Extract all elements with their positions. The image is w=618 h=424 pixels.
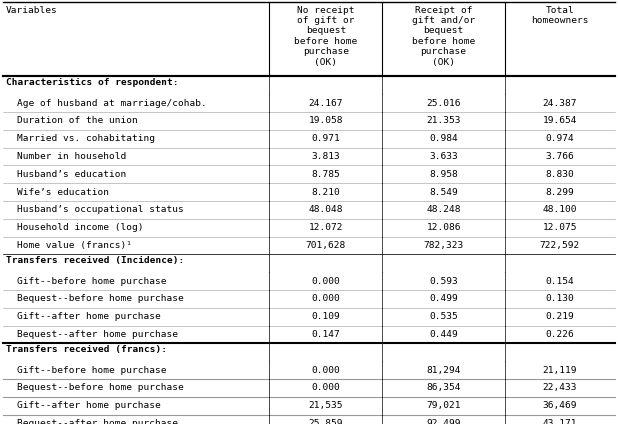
Text: Characteristics of respondent:: Characteristics of respondent: [6,78,178,87]
Text: 0.000: 0.000 [311,276,340,286]
Text: 81,294: 81,294 [426,365,461,375]
Text: 48.248: 48.248 [426,205,461,215]
Text: 0.154: 0.154 [546,276,574,286]
Text: 0.535: 0.535 [430,312,458,321]
Text: 782,323: 782,323 [423,241,464,250]
Text: 0.984: 0.984 [430,134,458,143]
Text: Bequest--before home purchase: Bequest--before home purchase [17,383,184,393]
Text: 0.147: 0.147 [311,330,340,339]
Text: Gift--after home purchase: Gift--after home purchase [17,312,161,321]
Text: 8.210: 8.210 [311,187,340,197]
Text: 0.971: 0.971 [311,134,340,143]
Text: 8.549: 8.549 [430,187,458,197]
Text: 0.499: 0.499 [430,294,458,304]
Text: Receipt of
gift and/or
bequest
before home
purchase
(OK): Receipt of gift and/or bequest before ho… [412,6,475,67]
Text: Gift--before home purchase: Gift--before home purchase [17,365,166,375]
Text: Number in household: Number in household [17,152,126,161]
Text: Duration of the union: Duration of the union [17,116,137,126]
Text: 79,021: 79,021 [426,401,461,410]
Text: 3.766: 3.766 [546,152,574,161]
Text: Bequest--after home purchase: Bequest--after home purchase [17,330,178,339]
Text: Husband’s education: Husband’s education [17,170,126,179]
Text: 12.086: 12.086 [426,223,461,232]
Text: 8.830: 8.830 [546,170,574,179]
Text: Age of husband at marriage/cohab.: Age of husband at marriage/cohab. [17,98,206,108]
Text: Total
homeowners: Total homeowners [531,6,588,25]
Text: Transfers received (francs):: Transfers received (francs): [6,345,167,354]
Text: 92,499: 92,499 [426,419,461,424]
Text: 0.226: 0.226 [546,330,574,339]
Text: Variables: Variables [6,6,57,14]
Text: 22,433: 22,433 [543,383,577,393]
Text: 3.813: 3.813 [311,152,340,161]
Text: 19.058: 19.058 [308,116,343,126]
Text: Gift--after home purchase: Gift--after home purchase [17,401,161,410]
Text: 0.130: 0.130 [546,294,574,304]
Text: 21,535: 21,535 [308,401,343,410]
Text: 24.387: 24.387 [543,98,577,108]
Text: Household income (log): Household income (log) [17,223,143,232]
Text: Transfers received (Incidence):: Transfers received (Incidence): [6,256,184,265]
Text: 8.299: 8.299 [546,187,574,197]
Text: 36,469: 36,469 [543,401,577,410]
Text: 701,628: 701,628 [306,241,346,250]
Text: 8.958: 8.958 [430,170,458,179]
Text: No receipt
of gift or
bequest
before home
purchase
(OK): No receipt of gift or bequest before hom… [294,6,357,67]
Text: 86,354: 86,354 [426,383,461,393]
Text: 8.785: 8.785 [311,170,340,179]
Text: 43,171: 43,171 [543,419,577,424]
Text: 0.593: 0.593 [430,276,458,286]
Text: 0.974: 0.974 [546,134,574,143]
Text: 3.633: 3.633 [430,152,458,161]
Text: 0.219: 0.219 [546,312,574,321]
Text: 21.353: 21.353 [426,116,461,126]
Text: Gift--before home purchase: Gift--before home purchase [17,276,166,286]
Text: 0.000: 0.000 [311,294,340,304]
Text: 0.449: 0.449 [430,330,458,339]
Text: Wife’s education: Wife’s education [17,187,109,197]
Text: 12.072: 12.072 [308,223,343,232]
Text: 25.016: 25.016 [426,98,461,108]
Text: 24.167: 24.167 [308,98,343,108]
Text: 0.109: 0.109 [311,312,340,321]
Text: 48.100: 48.100 [543,205,577,215]
Text: 722,592: 722,592 [540,241,580,250]
Text: Married vs. cohabitating: Married vs. cohabitating [17,134,154,143]
Text: 0.000: 0.000 [311,383,340,393]
Text: 21,119: 21,119 [543,365,577,375]
Text: 19.654: 19.654 [543,116,577,126]
Text: Bequest--before home purchase: Bequest--before home purchase [17,294,184,304]
Text: Home value (francs)¹: Home value (francs)¹ [17,241,132,250]
Text: 0.000: 0.000 [311,365,340,375]
Text: 48.048: 48.048 [308,205,343,215]
Text: 12.075: 12.075 [543,223,577,232]
Text: 25,859: 25,859 [308,419,343,424]
Text: Bequest--after home purchase: Bequest--after home purchase [17,419,178,424]
Text: Husband’s occupational status: Husband’s occupational status [17,205,184,215]
